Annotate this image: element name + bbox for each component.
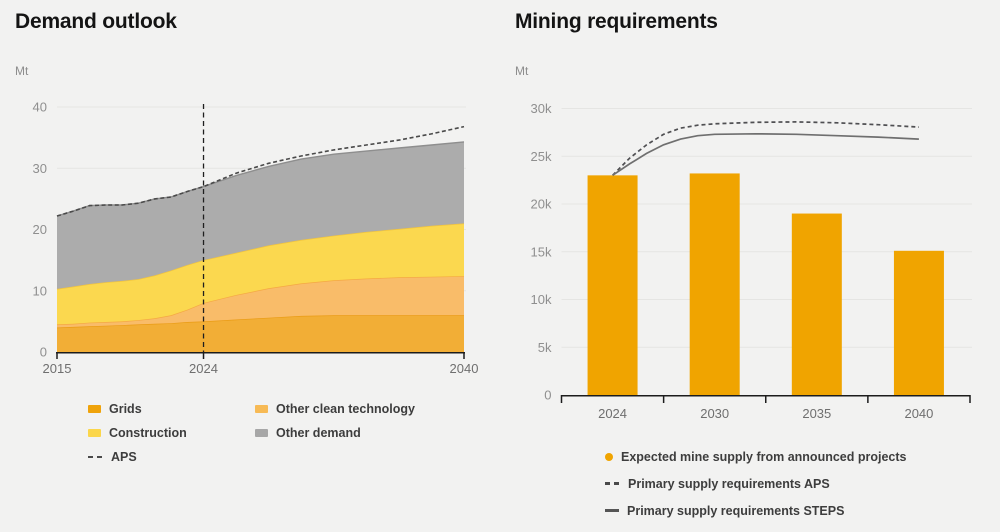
- area-other-demand: [57, 141, 464, 289]
- y-tick-label: 10: [33, 283, 47, 298]
- bar-2024: [587, 175, 638, 395]
- legend-item-expected-mine-supply-from-announced-projects: Expected mine supply from announced proj…: [605, 443, 906, 470]
- area-other-clean-technology: [57, 276, 464, 328]
- legend-label: APS: [111, 450, 137, 464]
- left-unit-label: Mt: [15, 64, 29, 78]
- x-tick-label: 2015: [43, 361, 72, 376]
- mining-requirements-legend: Expected mine supply from announced proj…: [605, 443, 906, 524]
- solid-line-swatch-icon: [605, 509, 619, 512]
- legend-item-other-clean-technology: Other clean technology: [255, 397, 415, 421]
- bar-2040: [893, 250, 944, 395]
- area-construction: [57, 223, 464, 325]
- x-tick-label: 2024: [189, 361, 218, 376]
- y-tick-label: 0: [40, 345, 47, 360]
- legend-label: Grids: [109, 402, 142, 416]
- legend-label: Other clean technology: [276, 402, 415, 416]
- y-tick-label: 20k: [531, 197, 552, 212]
- demand-outlook-panel: Demand outlook Mt Grids Other clean techn…: [15, 10, 415, 469]
- left-chart-title: Demand outlook: [15, 10, 177, 33]
- color-swatch-icon: [255, 429, 268, 437]
- y-tick-label: 15k: [531, 244, 552, 259]
- x-tick-label: 2040: [450, 361, 479, 376]
- color-swatch-icon: [88, 429, 101, 437]
- legend-item-primary-supply-requirements-steps: Primary supply requirements STEPS: [605, 497, 906, 524]
- area-grids: [57, 315, 464, 352]
- demand-outlook-legend: Grids Other clean technology Construction O…: [88, 397, 415, 469]
- legend-item-other-demand: Other demand: [255, 421, 415, 445]
- right-chart-title: Mining requirements: [515, 10, 718, 33]
- bar-2030: [689, 173, 740, 395]
- legend-label: Primary supply requirements STEPS: [627, 503, 845, 518]
- legend-item-primary-supply-requirements-aps: Primary supply requirements APS: [605, 470, 906, 497]
- y-tick-label: 30k: [531, 101, 552, 116]
- legend-item-construction: Construction: [88, 421, 255, 445]
- aps-line: [56, 125, 465, 217]
- y-tick-label: 25k: [531, 149, 552, 164]
- legend-item-grids: Grids: [88, 397, 255, 421]
- mining-requirements-panel: Mining requirements Mt Expected mine sup…: [500, 0, 1000, 532]
- x-tick-label: 2030: [700, 406, 729, 421]
- bar-2035: [791, 213, 842, 395]
- dot-swatch-icon: [605, 452, 613, 461]
- legend-label: Construction: [109, 426, 187, 440]
- legend-label: Primary supply requirements APS: [628, 476, 830, 491]
- y-tick-label: 10k: [531, 292, 552, 307]
- y-tick-label: 0: [544, 388, 551, 403]
- legend-item-aps: APS: [88, 445, 255, 469]
- color-swatch-icon: [255, 405, 268, 413]
- legend-label: Expected mine supply from announced proj…: [621, 449, 907, 464]
- line-primary-supply-requirements-steps: [612, 132, 919, 177]
- y-tick-label: 40: [33, 100, 47, 115]
- x-tick-label: 2024: [598, 406, 627, 421]
- y-tick-label: 20: [33, 222, 47, 237]
- legend-label: Other demand: [276, 426, 361, 440]
- right-unit-label: Mt: [515, 64, 529, 78]
- y-tick-label: 5k: [538, 340, 552, 355]
- dashed-line-swatch-icon: [605, 482, 620, 485]
- dashed-line-swatch-icon: [88, 455, 103, 459]
- line-primary-supply-requirements-aps: [611, 121, 919, 176]
- x-tick-label: 2040: [904, 406, 933, 421]
- y-tick-label: 30: [33, 161, 47, 176]
- x-tick-label: 2035: [802, 406, 831, 421]
- color-swatch-icon: [88, 405, 101, 413]
